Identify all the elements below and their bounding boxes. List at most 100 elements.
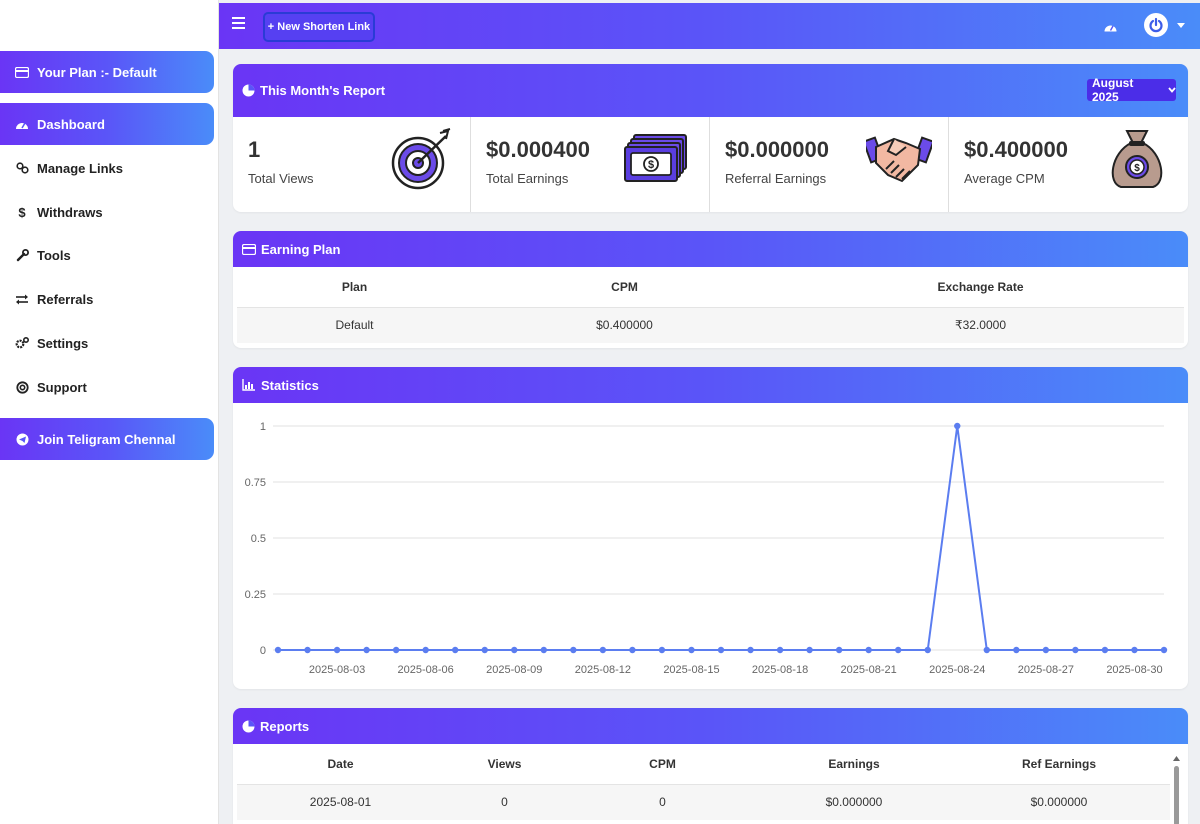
card-title: This Month's Report: [260, 83, 386, 98]
data-point: [983, 646, 990, 654]
card-header: This Month's Report August 2025: [233, 64, 1188, 117]
data-point: [422, 646, 429, 654]
sidebar-item-label: Referrals: [37, 291, 94, 307]
card-title: Reports: [260, 718, 310, 734]
data-point: [688, 646, 695, 654]
data-point: [658, 646, 666, 654]
x-tick-label: 2025-08-15: [663, 664, 719, 676]
earning-plan-table: Plan CPM Exchange Rate Default $0.400000…: [237, 267, 1184, 343]
gears-icon: [14, 337, 30, 349]
lifebuoy-icon: [14, 380, 30, 394]
sidebar-item-label: Support: [37, 379, 87, 395]
month-value: August 2025: [1092, 76, 1134, 104]
month-select[interactable]: August 2025: [1087, 76, 1176, 104]
table-row: 2025-08-01 0 0 $0.000000 $0.000000: [237, 784, 1170, 820]
data-point: [452, 646, 459, 654]
card-title: Statistics: [261, 377, 319, 393]
sidebar-item-label: Tools: [37, 247, 71, 263]
reports-card: Reports Date Views CPM Earnings Ref Earn…: [233, 708, 1188, 824]
data-point: [511, 646, 518, 654]
table-cell: ₹32.0000: [777, 307, 1184, 343]
x-tick-label: 2025-08-24: [929, 664, 985, 676]
reports-table: Date Views CPM Earnings Ref Earnings 202…: [237, 744, 1170, 820]
cash-stack-icon: $: [624, 131, 690, 192]
sidebar-item-label: Manage Links: [37, 160, 123, 176]
table-cell: 0: [565, 784, 760, 820]
data-point: [895, 646, 902, 654]
scrollbar[interactable]: [1173, 756, 1180, 824]
stat-value: $0.000000: [725, 137, 829, 162]
data-point: [570, 646, 577, 654]
x-tick-label: 2025-08-03: [309, 664, 365, 676]
y-tick-label: 0: [260, 645, 266, 657]
data-point: [304, 646, 311, 654]
data-point: [954, 422, 961, 430]
card-header: Statistics: [233, 367, 1188, 403]
hamburger-menu-icon[interactable]: [232, 17, 245, 29]
pie-chart-icon: [242, 720, 255, 733]
y-tick-label: 0.75: [245, 477, 266, 489]
data-point: [363, 646, 370, 654]
dashboard-gauge-icon[interactable]: [1104, 19, 1117, 37]
sidebar: Your Plan :- Default Dashboard Manage Li…: [0, 0, 219, 824]
sidebar-item-support[interactable]: Support: [0, 372, 214, 402]
table-header: Exchange Rate: [937, 279, 1024, 294]
stat-total-earnings: $0.000400 Total Earnings $: [471, 117, 710, 212]
card-header: Reports: [233, 708, 1188, 744]
power-icon[interactable]: [1144, 13, 1168, 37]
x-tick-label: 2025-08-27: [1018, 664, 1074, 676]
table-cell: $0.000000: [760, 784, 948, 820]
data-point: [1042, 646, 1050, 654]
y-tick-label: 1: [260, 421, 266, 433]
stat-label: Total Earnings: [486, 171, 569, 186]
sidebar-item-withdraws[interactable]: $ Withdraws: [0, 197, 214, 227]
data-point: [924, 646, 931, 654]
x-tick-label: 2025-08-18: [752, 664, 808, 676]
sidebar-item-manage-links[interactable]: Manage Links: [0, 153, 214, 183]
x-tick-label: 2025-08-21: [841, 664, 897, 676]
telegram-label: Join Teligram Chennal: [37, 431, 176, 447]
card-title: Earning Plan: [261, 241, 341, 257]
y-tick-label: 0.5: [251, 533, 266, 545]
plan-label: Your Plan :- Default: [37, 64, 157, 80]
chevron-down-icon: [1168, 87, 1176, 93]
data-point: [333, 646, 341, 654]
sidebar-item-referrals[interactable]: Referrals: [0, 284, 214, 314]
table-header: CPM: [649, 756, 676, 771]
data-point: [481, 646, 488, 654]
stat-value: $0.400000: [964, 137, 1068, 162]
bar-chart-icon: [242, 379, 256, 391]
table-header: Ref Earnings: [1021, 756, 1096, 771]
table-header: Earnings: [828, 756, 880, 771]
stat-label: Referral Earnings: [725, 171, 827, 186]
sidebar-item-label: Dashboard: [37, 116, 105, 132]
stat-value: $0.000400: [486, 137, 590, 162]
data-point: [392, 646, 400, 654]
telegram-channel-button[interactable]: Join Teligram Chennal: [0, 418, 214, 460]
x-tick-label: 2025-08-12: [575, 664, 631, 676]
sidebar-item-label: Withdraws: [37, 204, 103, 220]
plan-badge[interactable]: Your Plan :- Default: [0, 51, 214, 93]
exchange-icon: [14, 294, 30, 305]
svg-text:$: $: [648, 159, 654, 171]
svg-text:$: $: [1134, 163, 1140, 174]
data-point: [540, 646, 547, 654]
sidebar-item-dashboard[interactable]: Dashboard: [0, 103, 214, 145]
pie-chart-icon: [242, 84, 255, 97]
chevron-down-icon[interactable]: [1177, 23, 1185, 28]
data-point: [717, 646, 725, 654]
new-shorten-link-button[interactable]: + New Shorten Link: [263, 12, 375, 42]
earning-plan-card: Earning Plan Plan CPM Exchange Rate Defa…: [233, 231, 1188, 348]
sidebar-item-settings[interactable]: Settings: [0, 328, 214, 358]
x-tick-label: 2025-08-30: [1106, 664, 1162, 676]
table-cell: 2025-08-01: [237, 784, 444, 820]
sidebar-item-tools[interactable]: Tools: [0, 240, 214, 270]
stat-referral-earnings: $0.000000 Referral Earnings: [710, 117, 949, 212]
data-point: [1013, 646, 1020, 654]
dollar-icon: $: [18, 204, 26, 220]
data-point: [1160, 646, 1168, 654]
table-cell: $0.000000: [948, 784, 1170, 820]
table-cell: Default: [237, 307, 472, 343]
stat-label: Total Views: [248, 171, 314, 186]
statistics-line-chart: 0 0.25 0.5 0.75 1 2025-08-03 2025-08-06 2025-08…: [245, 421, 1168, 676]
